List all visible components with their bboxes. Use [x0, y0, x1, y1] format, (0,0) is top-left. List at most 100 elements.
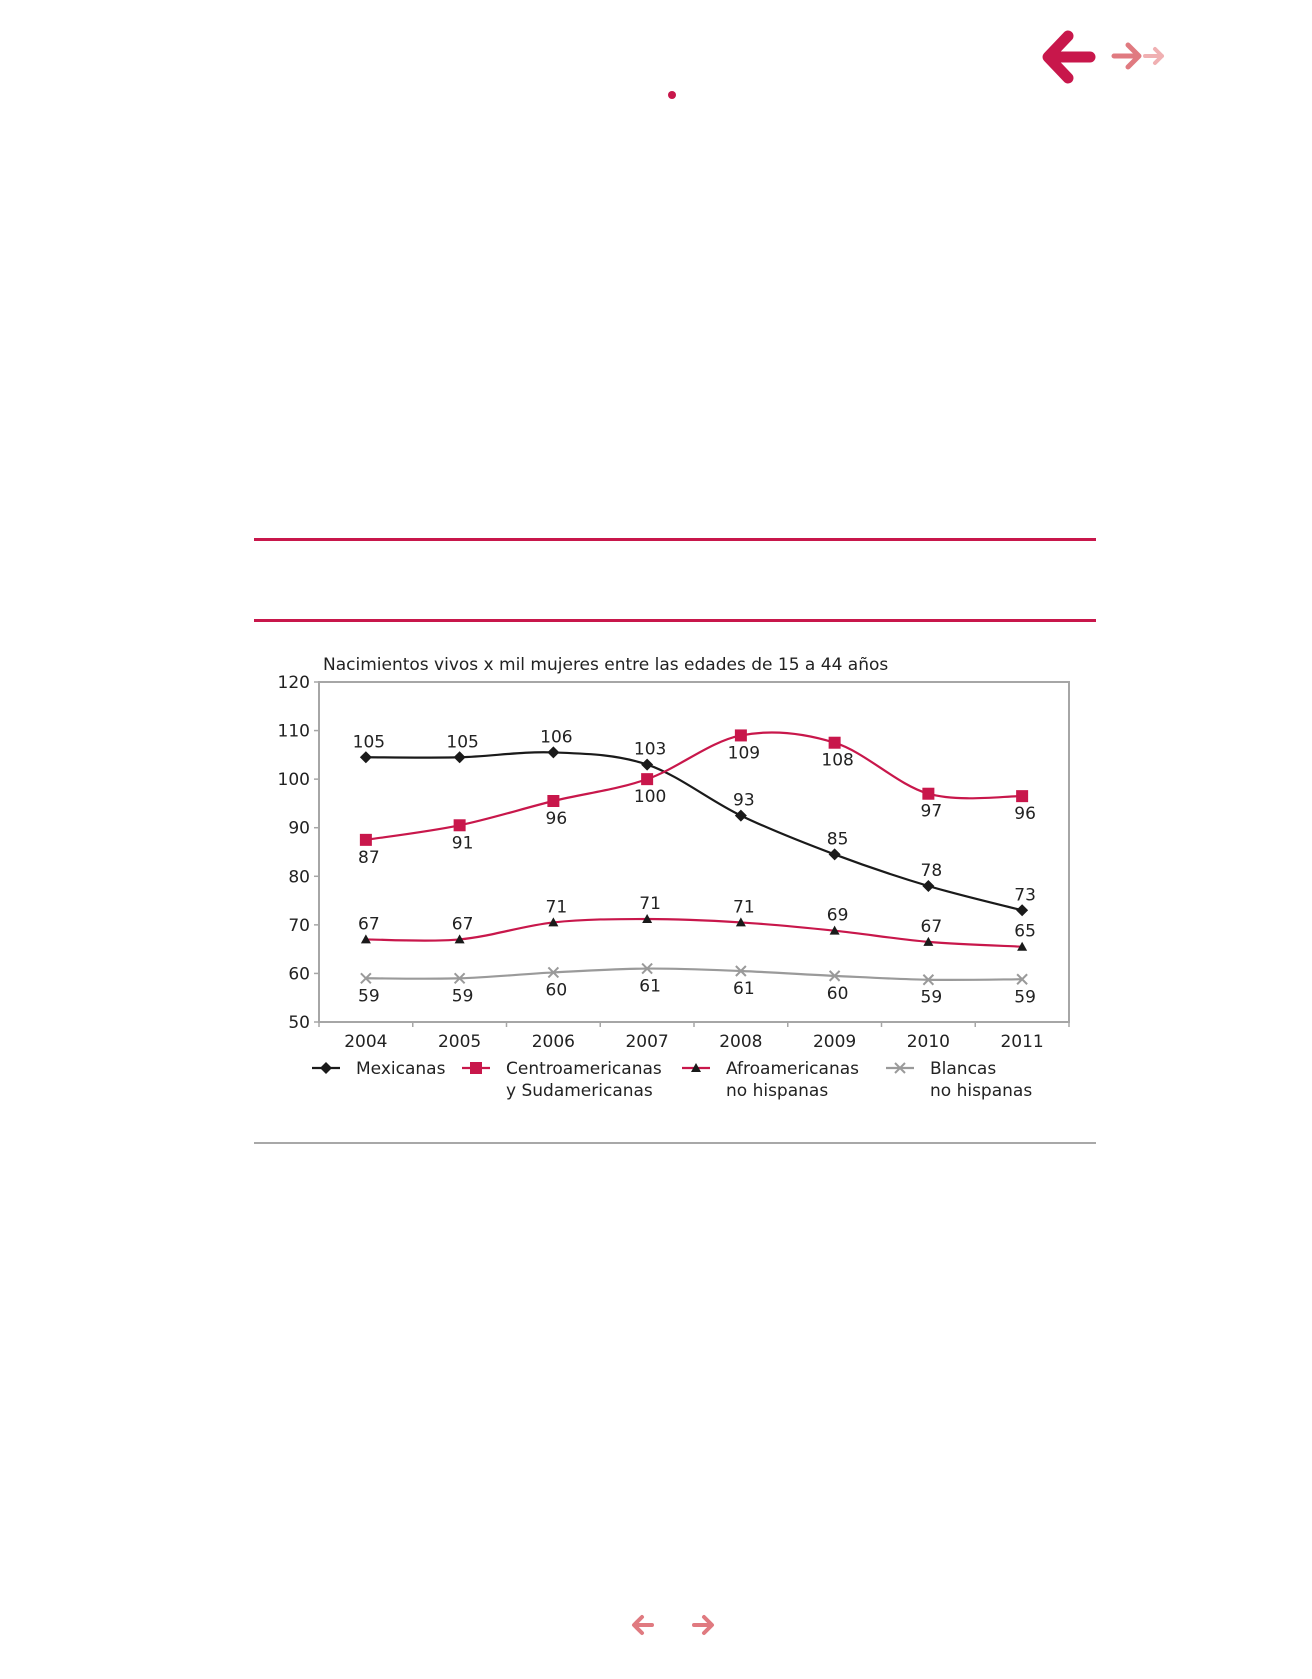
arrow-right-icon[interactable]	[690, 1612, 716, 1638]
series-3-data-label: 67	[358, 914, 380, 934]
series-2-point	[547, 795, 560, 807]
series-1-point	[359, 751, 372, 764]
series-2-point	[828, 736, 841, 749]
series-3-data-label: 71	[546, 897, 568, 917]
y-tick-label: 110	[278, 722, 310, 742]
series-2-point	[453, 819, 466, 832]
bottom-navigation	[630, 1610, 720, 1640]
x-tick-label: 2011	[1000, 1032, 1043, 1052]
series-2-point	[734, 729, 747, 742]
series-2-point	[922, 787, 935, 800]
series-1-data-label: 78	[921, 861, 943, 881]
series-3-point	[642, 914, 653, 924]
legend-label: y Sudamericanas	[506, 1081, 653, 1101]
series-line-1	[365, 751, 1023, 912]
series-3-point	[735, 917, 746, 927]
series-4-data-label: 59	[1014, 987, 1036, 1007]
series-1-point	[641, 758, 654, 771]
series-line-3	[365, 917, 1023, 948]
series-1-point	[1016, 904, 1029, 917]
plot-frame	[318, 681, 1070, 1023]
series-2-data-label: 91	[452, 833, 474, 853]
series-1-data-label: 105	[446, 732, 478, 752]
x-tick-label: 2006	[532, 1032, 575, 1052]
top-rule	[254, 538, 1096, 541]
y-tick-label: 70	[288, 916, 310, 936]
series-3-data-label: 71	[639, 894, 661, 914]
y-tick-label: 90	[288, 819, 310, 839]
series-3-point	[1017, 941, 1028, 951]
series-3-point	[829, 925, 840, 935]
series-2-data-label: 96	[1014, 804, 1036, 824]
series-2-data-label: 87	[358, 848, 380, 868]
series-1-point	[453, 751, 466, 764]
series-3-point	[454, 934, 465, 944]
chart-title: Nacimientos vivos x mil mujeres entre la…	[323, 655, 888, 675]
bottom-rule	[254, 1142, 1096, 1144]
x-tick-label: 2004	[344, 1032, 387, 1052]
series-2-point	[641, 773, 654, 786]
series-3-data-label: 67	[452, 914, 474, 934]
series-2-data-label: 97	[921, 802, 943, 822]
series-3-point	[360, 934, 371, 944]
series-4-point	[453, 972, 466, 984]
legend-label: Mexicanas	[356, 1059, 446, 1079]
series-4-data-label: 60	[827, 984, 849, 1004]
top-navigation	[1040, 24, 1170, 90]
series-3-point	[548, 917, 559, 927]
x-tick-label: 2005	[438, 1032, 481, 1052]
series-line-4	[365, 967, 1023, 982]
caption-rule	[254, 619, 1096, 622]
legend-marker	[691, 1063, 701, 1072]
series-4-point	[360, 972, 372, 984]
arrow-right-icon[interactable]	[1110, 39, 1144, 73]
arrow-left-icon[interactable]	[1040, 24, 1106, 90]
legend-marker	[894, 1062, 906, 1074]
legend-label: Centroamericanas	[506, 1059, 662, 1079]
series-1-data-label: 73	[1014, 885, 1036, 905]
series-4-point	[641, 962, 653, 975]
x-tick-label: 2008	[719, 1032, 762, 1052]
legend-label: Afroamericanas	[726, 1059, 859, 1079]
series-4-data-label: 59	[452, 986, 474, 1006]
series-4-data-label: 61	[639, 977, 661, 997]
legend-marker	[320, 1062, 332, 1074]
series-1-data-label: 103	[634, 740, 666, 760]
series-3-point	[923, 936, 934, 946]
x-tick-label: 2009	[813, 1032, 856, 1052]
x-tick-label: 2010	[907, 1032, 950, 1052]
series-2-data-label: 108	[821, 751, 853, 771]
series-3-data-label: 69	[827, 906, 849, 926]
series-4-data-label: 61	[733, 979, 755, 999]
arrow-left-icon[interactable]	[630, 1612, 656, 1638]
series-3-data-label: 71	[733, 897, 755, 917]
series-4-point	[547, 966, 560, 979]
series-2-data-label: 100	[634, 787, 666, 807]
series-4-point	[922, 974, 935, 986]
legend-marker	[470, 1062, 482, 1074]
series-3-data-label: 67	[921, 917, 943, 937]
legend-label: no hispanas	[930, 1081, 1032, 1101]
y-tick-label: 100	[278, 770, 310, 790]
series-1-point	[547, 746, 560, 759]
series-1-point	[734, 809, 747, 822]
series-2-data-label: 96	[546, 809, 568, 829]
series-3-data-label: 65	[1014, 922, 1036, 942]
series-2-point	[1016, 790, 1029, 803]
series-4-point	[735, 965, 747, 977]
y-tick-label: 120	[278, 673, 310, 693]
arrow-right-faded-icon[interactable]	[1142, 44, 1166, 68]
line-chart: Nacimientos vivos x mil mujeres entre la…	[278, 655, 1070, 1101]
series-2-point	[359, 833, 372, 846]
legend-label: no hispanas	[726, 1081, 828, 1101]
series-4-point	[1016, 973, 1028, 985]
series-4-data-label: 60	[546, 980, 568, 1000]
series-1-data-label: 105	[353, 732, 385, 752]
series-1-data-label: 106	[540, 727, 572, 747]
series-line-2	[365, 731, 1023, 841]
series-1-data-label: 85	[827, 829, 849, 849]
y-tick-label: 50	[288, 1013, 310, 1033]
series-4-data-label: 59	[358, 986, 380, 1006]
y-tick-label: 60	[288, 964, 310, 984]
series-2-data-label: 109	[728, 743, 760, 763]
